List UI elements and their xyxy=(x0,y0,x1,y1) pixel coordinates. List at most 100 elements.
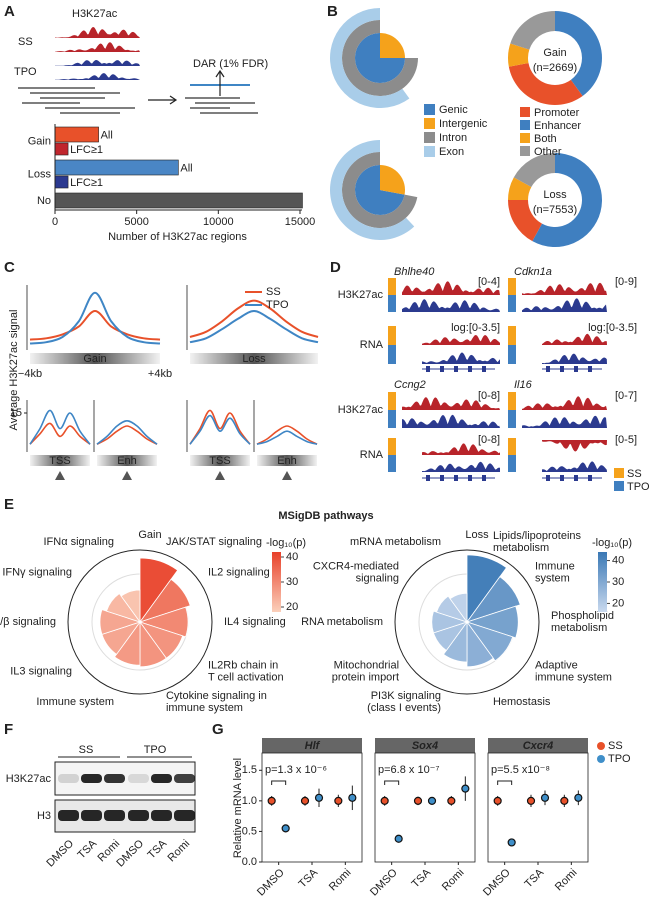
polar-wedge xyxy=(106,592,142,623)
category-line: immune system xyxy=(166,702,243,714)
bracket xyxy=(384,780,400,785)
dot xyxy=(394,834,403,843)
track-label: TPO xyxy=(14,66,37,78)
range-label: [0-5] xyxy=(615,434,637,446)
marker-triangle xyxy=(55,471,65,480)
exon xyxy=(440,366,444,372)
exon xyxy=(588,475,592,481)
dot xyxy=(314,793,324,802)
donut-segment xyxy=(555,11,602,97)
polar-wedge xyxy=(466,620,494,668)
dot xyxy=(334,796,343,805)
marker-triangle xyxy=(215,471,225,480)
bar-label: All xyxy=(101,129,113,141)
polar-wedge xyxy=(466,554,508,624)
region-bar xyxy=(257,455,317,466)
range-label: log:[0-3.5] xyxy=(451,322,500,334)
track-title: H3K27ac xyxy=(72,8,118,20)
legend-swatch xyxy=(424,132,435,143)
range-label: [0-9] xyxy=(615,276,637,288)
group-label: TPO xyxy=(144,744,167,756)
x-tick-label: +4kb xyxy=(148,368,172,380)
colorbar-tick-label: 40 xyxy=(612,554,624,566)
dot xyxy=(300,796,310,805)
gene-name: Cdkn1a xyxy=(514,266,552,278)
donut-subtitle: (n=2669) xyxy=(533,62,577,74)
wedge xyxy=(355,165,405,215)
signal-track xyxy=(522,415,607,428)
sample-bar xyxy=(388,455,396,472)
region-bar xyxy=(30,353,160,364)
signal-track xyxy=(55,73,140,80)
polar-wedge xyxy=(114,620,141,666)
band xyxy=(104,810,125,821)
legend-swatch xyxy=(614,481,624,491)
category-label: IFNγ signaling xyxy=(2,567,72,579)
category-label: PI3K signaling (class I events) xyxy=(367,690,441,714)
band xyxy=(104,774,125,783)
line xyxy=(29,309,161,341)
polar-wedge xyxy=(431,610,469,634)
region-label: Enh xyxy=(117,455,137,467)
panel-letter: A xyxy=(4,3,15,20)
y-tick-label: 1.0 xyxy=(242,795,257,807)
annotation: p=1.3 x 10⁻⁶ xyxy=(265,764,327,776)
band xyxy=(151,774,172,783)
facet-header xyxy=(488,738,588,753)
legend-label: SS xyxy=(608,740,623,752)
sample-bar xyxy=(508,345,516,364)
legend-label: Genic xyxy=(439,104,468,116)
donut-segment xyxy=(508,63,583,106)
signal-track xyxy=(402,397,500,410)
annotation: p=5.5 x10⁻⁸ xyxy=(491,764,550,776)
exon xyxy=(440,475,444,481)
annotation: p=6.8 x 10⁻⁷ xyxy=(378,764,439,776)
legend-swatch xyxy=(520,107,530,117)
category-line: Mitochondrial xyxy=(334,659,399,671)
dot xyxy=(427,796,437,805)
category-label: RNA metabolism xyxy=(301,616,383,628)
x-tick-label: −4kb xyxy=(18,368,42,380)
exon xyxy=(574,475,578,481)
y-tick-label: 15 xyxy=(10,407,22,419)
legend-dot xyxy=(597,755,605,763)
signal-track xyxy=(55,27,140,38)
exon xyxy=(468,475,472,481)
category-line: Hemostasis xyxy=(493,696,551,708)
marker-triangle xyxy=(282,471,292,480)
sample-bar xyxy=(388,278,396,295)
category-line: RNA metabolism xyxy=(301,616,383,628)
group-label: SS xyxy=(79,744,94,756)
signal-track xyxy=(422,335,500,345)
exon xyxy=(482,366,486,372)
polar-wedge xyxy=(449,592,468,624)
exon xyxy=(454,366,458,372)
group-label: Loss xyxy=(28,168,52,180)
category-label: Lipids/lipoproteins metabolism xyxy=(493,530,582,554)
region-bar xyxy=(97,455,157,466)
y-axis-label: Relative mRNA level xyxy=(232,758,244,858)
category-line: CXCR4-mediated xyxy=(313,561,399,573)
bar-label: LFC≥1 xyxy=(70,177,103,189)
donut-title: Gain xyxy=(543,47,566,59)
category-label: JAK/STAT signaling xyxy=(166,536,262,548)
range-label: [0-8] xyxy=(478,390,500,402)
polar-wedge xyxy=(138,606,189,638)
colorbar-tick-label: 20 xyxy=(612,597,624,609)
polar-title: Gain xyxy=(138,529,161,541)
category-line: protein import xyxy=(332,671,399,683)
dot xyxy=(413,796,423,805)
arrow xyxy=(215,69,225,96)
ring-arc xyxy=(342,20,418,96)
donut-segment xyxy=(508,200,542,242)
category-line: T cell activation xyxy=(208,671,284,683)
dot xyxy=(560,796,569,805)
category-label: Immune system xyxy=(535,561,575,585)
sample-bar xyxy=(388,345,396,364)
signal-track xyxy=(542,461,607,472)
facet-header xyxy=(375,738,475,753)
bar xyxy=(54,159,179,176)
legend-label: SS xyxy=(266,286,281,298)
polar-title: Loss xyxy=(465,529,489,541)
category-line: system xyxy=(535,573,570,585)
